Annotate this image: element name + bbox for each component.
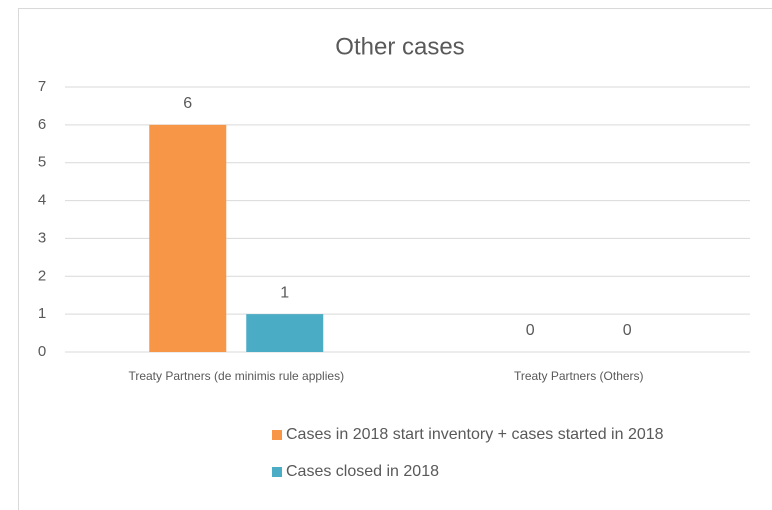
chart-border xyxy=(18,8,772,510)
data-label: 1 xyxy=(280,284,289,301)
bar xyxy=(149,124,227,352)
data-label: 0 xyxy=(623,322,632,339)
y-tick-label: 7 xyxy=(38,78,46,95)
legend-swatch xyxy=(272,467,282,477)
bar xyxy=(246,314,324,352)
y-tick-label: 6 xyxy=(38,116,46,133)
y-tick-label: 2 xyxy=(38,267,46,284)
x-tick-label: Treaty Partners (de minimis rule applies… xyxy=(128,369,344,383)
y-tick-label: 1 xyxy=(38,305,46,322)
legend-swatch xyxy=(272,430,282,440)
data-label: 0 xyxy=(526,322,535,339)
y-tick-label: 4 xyxy=(38,192,46,209)
data-label: 6 xyxy=(183,95,192,112)
y-tick-label: 5 xyxy=(38,154,46,171)
x-tick-label: Treaty Partners (Others) xyxy=(514,369,644,383)
y-tick-label: 3 xyxy=(38,229,46,246)
legend-label: Cases in 2018 start inventory + cases st… xyxy=(286,426,664,443)
chart-title: Other cases xyxy=(335,33,464,60)
legend-label: Cases closed in 2018 xyxy=(286,463,439,480)
y-tick-label: 0 xyxy=(38,343,46,360)
